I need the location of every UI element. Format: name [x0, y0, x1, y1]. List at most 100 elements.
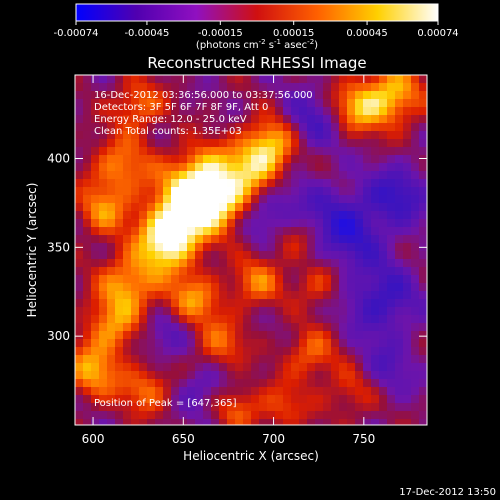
heatmap-cell	[379, 411, 388, 420]
heatmap-cell	[179, 315, 188, 324]
heatmap-cell	[251, 403, 260, 412]
y-tick-label: 400	[47, 152, 70, 166]
heatmap-cell	[171, 147, 180, 156]
heatmap-cell	[387, 235, 396, 244]
heatmap-cell	[403, 283, 412, 292]
heatmap-cell	[379, 203, 388, 212]
heatmap-cell	[219, 363, 228, 372]
heatmap-cell	[339, 211, 348, 220]
heatmap-cell	[387, 203, 396, 212]
heatmap-cell	[131, 347, 140, 356]
heatmap-cell	[347, 115, 356, 124]
heatmap-cell	[227, 139, 236, 148]
heatmap-cell	[115, 171, 124, 180]
heatmap-cell	[75, 91, 84, 100]
heatmap-cell	[331, 395, 340, 404]
heatmap-cell	[395, 99, 404, 108]
heatmap-cell	[387, 259, 396, 268]
heatmap-cell	[179, 131, 188, 140]
heatmap-cell	[171, 203, 180, 212]
heatmap-cell	[291, 115, 300, 124]
heatmap-cell	[83, 267, 92, 276]
heatmap-cell	[155, 131, 164, 140]
heatmap-cell	[243, 347, 252, 356]
heatmap-cell	[403, 227, 412, 236]
heatmap-cell	[235, 107, 244, 116]
heatmap-cell	[371, 155, 380, 164]
heatmap-cell	[179, 371, 188, 380]
heatmap-cell	[395, 187, 404, 196]
heatmap-cell	[307, 419, 316, 426]
heatmap-cell	[227, 211, 236, 220]
heatmap-cell	[211, 163, 220, 172]
heatmap-cell	[259, 275, 268, 284]
heatmap-cell	[355, 147, 364, 156]
heatmap-cell	[131, 99, 140, 108]
heatmap-cell	[139, 171, 148, 180]
heatmap-cell	[187, 139, 196, 148]
axis-ticks	[75, 75, 427, 425]
heatmap-cell	[99, 355, 108, 364]
heatmap-cell	[323, 275, 332, 284]
heatmap-cell	[275, 83, 284, 92]
heatmap-cell	[115, 115, 124, 124]
heatmap-cell	[75, 147, 84, 156]
heatmap-cell	[243, 115, 252, 124]
heatmap-cell	[75, 315, 84, 324]
heatmap-cell	[123, 179, 132, 188]
heatmap-cell	[91, 323, 100, 332]
heatmap-cell	[411, 291, 420, 300]
heatmap-cell	[283, 115, 292, 124]
heatmap-cell	[267, 75, 276, 84]
heatmap-cell	[275, 291, 284, 300]
heatmap-cell	[99, 235, 108, 244]
heatmap-cell	[387, 179, 396, 188]
heatmap-cell	[139, 107, 148, 116]
heatmap-cell	[155, 139, 164, 148]
heatmap-cell	[163, 275, 172, 284]
heatmap-cell	[275, 139, 284, 148]
heatmap-cell	[131, 339, 140, 348]
heatmap-cell	[267, 243, 276, 252]
heatmap-cell	[187, 227, 196, 236]
heatmap-cell	[395, 267, 404, 276]
heatmap-cell	[347, 411, 356, 420]
heatmap-cell	[131, 355, 140, 364]
heatmap-cell	[387, 139, 396, 148]
heatmap-cell	[339, 339, 348, 348]
heatmap-cell	[187, 91, 196, 100]
heatmap-cell	[315, 83, 324, 92]
heatmap-cell	[259, 291, 268, 300]
heatmap-cell	[107, 363, 116, 372]
heatmap-cell	[283, 179, 292, 188]
heatmap-cell	[371, 107, 380, 116]
heatmap-cell	[251, 155, 260, 164]
heatmap-cell	[251, 275, 260, 284]
heatmap-cell	[123, 195, 132, 204]
heatmap-cell	[411, 411, 420, 420]
heatmap-cell	[203, 403, 212, 412]
heatmap-cell	[347, 403, 356, 412]
heatmap-cell	[347, 275, 356, 284]
heatmap-cell	[123, 187, 132, 196]
heatmap-cell	[307, 315, 316, 324]
heatmap-cell	[283, 331, 292, 340]
heatmap-cell	[115, 339, 124, 348]
heatmap-cell	[99, 347, 108, 356]
heatmap-cell	[171, 355, 180, 364]
heatmap-cell	[227, 123, 236, 132]
heatmap-cell	[211, 315, 220, 324]
heatmap-cell	[331, 123, 340, 132]
heatmap-cell	[99, 91, 108, 100]
heatmap-cell	[171, 227, 180, 236]
heatmap-cell	[219, 179, 228, 188]
heatmap-cell	[371, 307, 380, 316]
heatmap-cell	[331, 99, 340, 108]
heatmap-cell	[139, 419, 148, 426]
heatmap-cell	[403, 107, 412, 116]
heatmap-cell	[147, 291, 156, 300]
heatmap-cell	[195, 299, 204, 308]
colorbar-tick-label: -0.00015	[198, 28, 243, 39]
heatmap-cell	[251, 355, 260, 364]
heatmap-cell	[419, 411, 428, 420]
